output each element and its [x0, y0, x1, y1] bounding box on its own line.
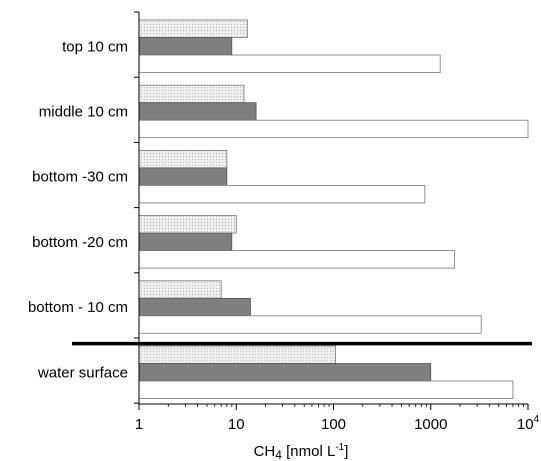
bar-5-series-3	[138, 315, 482, 334]
x-tick-label: 100	[321, 416, 346, 433]
x-tick-label: 10	[228, 416, 245, 433]
category-label: top 10 cm	[62, 38, 128, 55]
bar-5-series-1	[138, 280, 222, 299]
bars-layer	[138, 19, 529, 399]
bar-1-series-2	[138, 37, 233, 56]
bar-4-series-2	[138, 232, 233, 252]
x-tick-label: 1000	[414, 416, 447, 433]
bar-6-series-3	[138, 380, 514, 399]
bar-3-series-3	[138, 184, 426, 204]
bar-3-series-1	[138, 149, 228, 169]
bar-1-series-1	[138, 19, 248, 38]
category-label: bottom -30 cm	[32, 169, 128, 186]
category-label: middle 10 cm	[39, 103, 128, 120]
category-label: bottom - 10 cm	[28, 299, 128, 316]
bar-6-series-1	[138, 345, 336, 364]
axes-layer	[72, 11, 532, 410]
x-tick-label: 1	[135, 416, 143, 433]
bar-4-series-1	[138, 215, 237, 234]
bar-2-series-1	[138, 84, 245, 104]
bar-3-series-2	[138, 167, 228, 186]
bar-5-series-2	[138, 297, 251, 317]
category-labels: top 10 cm middle 10 cm bottom -30 cm bottom…	[28, 38, 128, 381]
bar-2-series-2	[138, 102, 257, 121]
category-label: water surface	[37, 364, 128, 381]
bar-6-series-2	[138, 363, 432, 382]
x-axis-title: CH4 [nmol L-1]	[254, 442, 349, 461]
bar-4-series-3	[138, 250, 455, 269]
x-tick-label: 104	[517, 414, 540, 433]
bar-1-series-3	[138, 54, 441, 73]
x-tick-labels: 1 10 100 1000 104	[135, 414, 540, 433]
bar-2-series-3	[138, 119, 529, 139]
category-label: bottom -20 cm	[32, 234, 128, 251]
